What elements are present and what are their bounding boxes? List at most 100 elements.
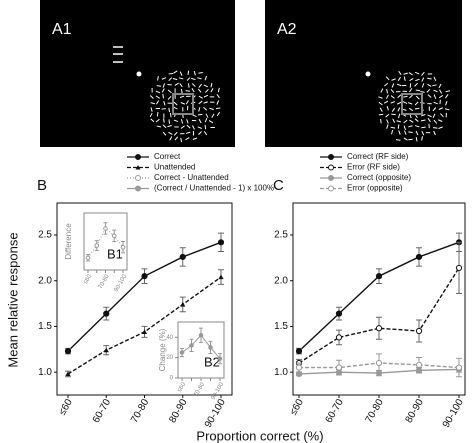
texture-line — [385, 113, 390, 118]
marker — [335, 334, 343, 341]
texture-line — [162, 93, 165, 99]
marker — [179, 350, 185, 355]
texture-line — [174, 136, 179, 141]
texture-line — [426, 88, 431, 93]
texture-line — [168, 107, 171, 113]
texture-line — [445, 90, 451, 93]
texture-line — [421, 71, 425, 76]
texture-line — [173, 119, 179, 123]
texture-line — [149, 112, 153, 118]
texture-line — [198, 107, 201, 112]
texture-line — [391, 83, 395, 88]
texture-line — [162, 124, 167, 129]
texture-line — [390, 126, 396, 129]
texture-line — [414, 82, 418, 87]
marker — [141, 329, 148, 334]
texture-line — [203, 84, 208, 88]
x-tick-label: 70-80 — [364, 397, 387, 425]
y-tick-label: 1.5 — [38, 321, 52, 332]
legend-label: Correct - Unattended — [154, 173, 229, 182]
marker — [198, 332, 204, 338]
texture-line — [167, 95, 172, 100]
texture-line — [150, 118, 155, 123]
legend-label: (Correct / Unattended - 1) x 100% — [154, 184, 274, 193]
texture-line — [408, 125, 413, 128]
legend-marker — [135, 185, 141, 192]
texture-line — [390, 88, 395, 94]
texture-line — [186, 119, 189, 124]
texture-line — [163, 118, 165, 123]
texture-line — [415, 89, 421, 92]
marker — [217, 239, 225, 246]
texture-line — [198, 100, 203, 105]
y-tick-label: 0 — [170, 376, 174, 382]
texture-line — [173, 131, 178, 136]
x-tick-label: 80-90 — [167, 397, 190, 425]
texture-line — [398, 130, 401, 135]
texture-line — [150, 107, 153, 112]
texture-line — [397, 107, 401, 112]
texture-line — [427, 117, 431, 123]
texture-line — [192, 137, 198, 140]
marker — [295, 348, 303, 355]
marker — [103, 310, 110, 317]
texture-line — [203, 94, 209, 98]
x-tick-label: 60-70 — [91, 397, 114, 425]
x-tick-label: ≤60 — [57, 397, 75, 417]
texture-line — [409, 94, 413, 99]
x-tick-label: 60-70 — [324, 397, 347, 425]
texture-line — [403, 95, 408, 98]
texture-line — [197, 88, 202, 93]
texture-line — [438, 95, 444, 99]
texture-line — [191, 125, 195, 130]
texture-line — [186, 124, 191, 129]
texture-line — [414, 118, 419, 122]
texture-line — [386, 88, 388, 94]
texture-line — [179, 95, 185, 98]
x-tick-label: 90-100 — [203, 397, 228, 430]
marker — [103, 226, 108, 231]
texture-line — [161, 77, 167, 80]
x-tick-label: ≤60 — [83, 273, 94, 285]
y-tick-label: 2.5 — [38, 230, 52, 241]
texture-line — [198, 118, 202, 124]
texture-line — [378, 96, 383, 99]
texture-line — [427, 77, 432, 80]
texture-line — [156, 85, 162, 87]
legend-label: Correct (RF side) — [347, 152, 409, 161]
x-tick-label: 70-80 — [193, 381, 206, 398]
texture-line — [421, 136, 423, 141]
texture-line — [440, 113, 444, 118]
marker — [415, 327, 423, 335]
texture-line — [415, 130, 419, 136]
texture-line — [409, 78, 414, 82]
x-tick-label: 80-90 — [404, 397, 427, 425]
texture-line — [180, 88, 183, 94]
texture-line — [198, 95, 204, 99]
legend-label: Error (RF side) — [347, 163, 400, 172]
texture-line — [427, 94, 432, 98]
x-tick-label: 70-80 — [129, 397, 152, 425]
y-tick-label: 2.0 — [38, 275, 52, 286]
y-tick-label: 2.0 — [274, 275, 288, 286]
marker — [415, 253, 423, 261]
texture-line — [174, 82, 179, 86]
texture-line — [438, 126, 443, 129]
texture-line — [397, 76, 401, 82]
texture-line — [414, 101, 419, 106]
y-tick-label: 1.0 — [274, 367, 288, 378]
texture-line — [216, 94, 220, 99]
marker — [94, 243, 100, 248]
panel-label: B1 — [107, 246, 123, 261]
texture-line — [421, 119, 426, 122]
texture-line — [167, 89, 172, 94]
marker — [218, 274, 224, 280]
texture-line — [390, 101, 396, 104]
texture-line — [211, 113, 215, 118]
marker — [295, 364, 303, 371]
texture-line — [163, 101, 166, 106]
y-tick-label: 2.5 — [274, 230, 288, 241]
texture-line — [397, 124, 400, 129]
texture-line — [415, 95, 420, 100]
texture-line — [404, 130, 407, 135]
